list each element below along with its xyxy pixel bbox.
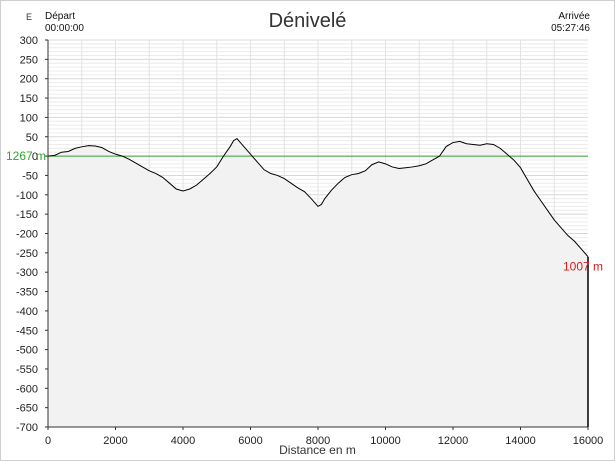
y-tick-label: -550	[16, 364, 38, 376]
x-tick-label: 14000	[505, 435, 536, 447]
y-tick-label: -150	[16, 209, 38, 221]
x-tick-label: 4000	[171, 435, 195, 447]
y-tick-label: -250	[16, 248, 38, 260]
x-tick-label: 6000	[238, 435, 262, 447]
x-tick-label: 8000	[306, 435, 330, 447]
y-tick-label: 200	[20, 74, 38, 86]
y-tick-label: -400	[16, 306, 38, 318]
start-label: Départ	[45, 11, 76, 22]
end-elevation-label: 1007 m	[563, 260, 603, 274]
y-tick-label: -350	[16, 287, 38, 299]
elevation-line	[47, 138, 589, 258]
y-tick-label: -600	[16, 383, 38, 395]
y-tick-label: -650	[16, 403, 38, 415]
y-tick-label: -700	[16, 422, 38, 434]
y-tick-label: 150	[20, 93, 38, 105]
y-tick-label: 100	[20, 112, 38, 124]
y-tick-label: -500	[16, 345, 38, 357]
start-elevation-label: 1267 m	[6, 149, 46, 163]
chart-title: Dénivelé	[268, 10, 347, 32]
x-tick-label: 10000	[370, 435, 401, 447]
y-tick-label: -50	[22, 170, 38, 182]
y-tick-label: 0	[32, 151, 38, 163]
y-tick-label: 250	[20, 54, 38, 66]
y-tick-label: -100	[16, 190, 38, 202]
elevation-area	[48, 138, 588, 427]
y-tick-label: -200	[16, 229, 38, 241]
start-time: 00:00:00	[45, 23, 84, 34]
end-time: 05:27:46	[551, 23, 590, 34]
x-tick-label: 16000	[573, 435, 604, 447]
y-tick-label: 50	[26, 132, 38, 144]
y-tick-label: -300	[16, 267, 38, 279]
corner-label: E	[26, 12, 33, 22]
end-label: Arrivée	[558, 11, 590, 22]
y-tick-label: -450	[16, 325, 38, 337]
x-tick-label: 0	[45, 435, 51, 447]
x-axis-label: Distance en m	[279, 443, 356, 457]
x-tick-label: 12000	[438, 435, 469, 447]
y-tick-label: 300	[20, 35, 38, 47]
x-tick-label: 2000	[103, 435, 127, 447]
